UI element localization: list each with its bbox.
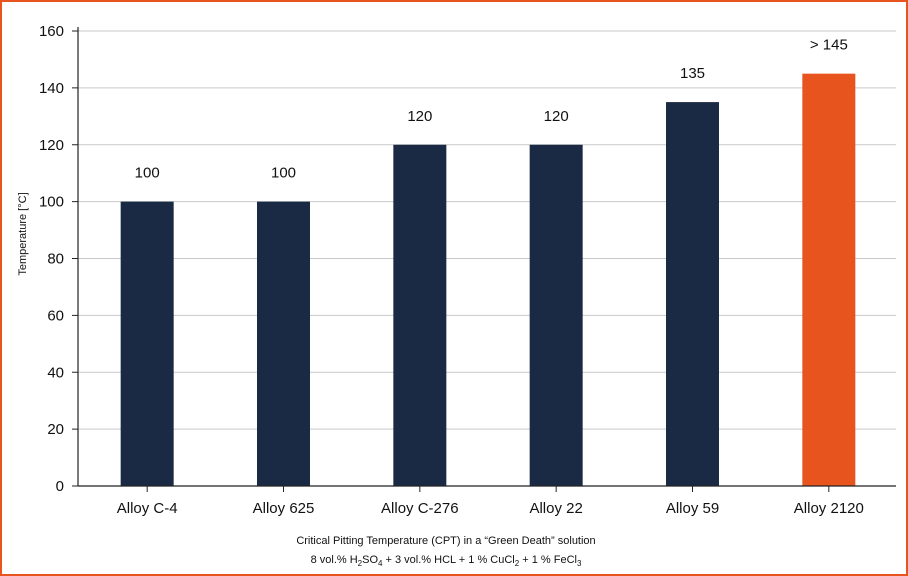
y-tick-label-40: 40 (47, 364, 64, 381)
y-tick-label-120: 120 (39, 137, 64, 154)
data-label-5: 135 (680, 65, 705, 82)
x-tick-label-5: Alloy 59 (666, 500, 719, 517)
x-tick-label-3: Alloy C-276 (381, 500, 459, 517)
x-tick-label-2: Alloy 625 (253, 500, 315, 517)
y-axis-title: Temperature [°C] (17, 192, 29, 275)
bar-2 (257, 201, 310, 486)
data-label-1: 100 (135, 165, 160, 182)
data-label-2: 100 (271, 165, 296, 182)
bar-3 (393, 144, 447, 486)
y-tick-label-160: 160 (39, 23, 64, 40)
caption-line-2-part: + 1 % FeCl (519, 554, 577, 566)
x-tick-label-4: Alloy 22 (529, 500, 582, 517)
y-tick-label-20: 20 (47, 421, 64, 438)
bar-5 (666, 102, 719, 486)
caption-line-2-part: 3 (577, 559, 582, 568)
x-tick-label-1: Alloy C-4 (117, 500, 178, 517)
bar-1 (120, 201, 174, 486)
bar-4 (529, 144, 583, 486)
y-tick-label-60: 60 (47, 307, 64, 324)
caption-line-2-part: 2 (515, 559, 520, 568)
caption-line-1: Critical Pitting Temperature (CPT) in a … (296, 535, 595, 547)
caption-line-2-part: SO (362, 554, 378, 566)
caption-line-2: 8 vol.% H2SO4 + 3 vol.% HCL + 1 % CuCl2 … (311, 554, 582, 568)
y-tick-label-100: 100 (39, 194, 64, 211)
caption-line-2-part: 4 (378, 559, 383, 568)
grid-lines (78, 30, 896, 430)
bar-6 (802, 73, 856, 486)
data-label-6: > 145 (810, 37, 848, 54)
x-tick-labels: Alloy C-4 Alloy 625 Alloy C-276 Alloy 22 All… (117, 500, 864, 517)
y-tick-label-0: 0 (56, 478, 64, 495)
caption-line-2-part: + 3 vol.% HCL + 1 % CuCl (382, 554, 514, 566)
y-tick-label-80: 80 (47, 251, 64, 268)
y-tick-label-140: 140 (39, 80, 64, 97)
axes (72, 27, 896, 492)
y-tick-labels: 0 20 40 60 80 100 120 140 160 (39, 23, 64, 495)
data-label-3: 120 (407, 108, 432, 125)
value-labels: 100 100 120 120 135 > 145 (135, 37, 848, 182)
x-tick-label-6: Alloy 2120 (794, 500, 864, 517)
caption-line-2-part: 8 vol.% H (311, 554, 358, 566)
caption-line-2-part: 2 (358, 559, 363, 568)
bars (120, 73, 856, 486)
data-label-4: 120 (544, 108, 569, 125)
